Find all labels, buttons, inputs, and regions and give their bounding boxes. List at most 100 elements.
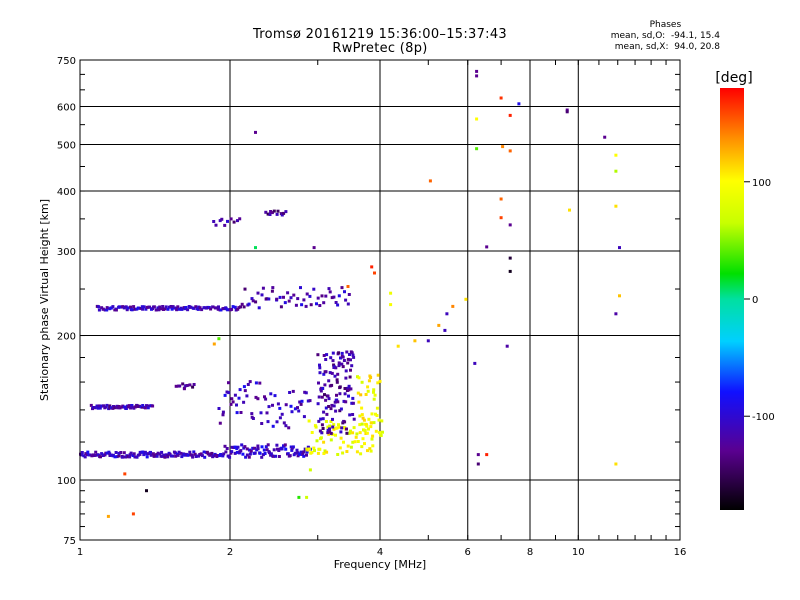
data-point [565,108,569,112]
data-point [499,96,503,100]
data-point [327,287,331,291]
data-point [361,416,365,420]
data-point [278,416,282,420]
data-point [109,453,113,457]
data-point [321,427,325,430]
data-point [320,431,324,435]
data-point [214,223,218,227]
data-point [335,426,339,430]
data-point [364,393,368,396]
data-point [171,305,175,309]
data-point [275,212,279,216]
data-point [128,453,132,457]
data-point [332,295,336,299]
data-point [178,384,182,388]
data-point [325,353,329,357]
data-point [337,364,341,368]
data-point [331,425,335,429]
data-point [223,444,227,448]
data-point [288,391,292,394]
data-point [292,293,296,297]
data-point [99,455,102,459]
phase-stats-heading: Phases [649,20,682,30]
data-point [226,219,229,223]
data-point [217,337,221,341]
data-point [327,405,331,408]
phase-statistics: Phases mean, sd,O: -94.1, 15.4 mean, sd,… [611,20,720,53]
data-point [123,472,127,476]
data-point [111,406,115,410]
data-point [344,400,348,404]
phase-stats-x-mode: mean, sd,X: 94.0, 20.8 [614,42,720,52]
data-point [369,425,373,429]
data-point [324,370,328,374]
data-point [363,429,367,433]
data-point [142,453,146,457]
data-point [130,404,134,407]
data-point [153,454,157,458]
x-tick-label: 2 [227,547,233,558]
data-point [233,305,237,309]
data-point [221,410,225,414]
data-point [280,412,284,416]
data-point [336,400,340,404]
data-point [103,453,107,457]
data-point [340,286,344,290]
data-point [290,448,294,452]
data-point [126,306,130,310]
data-point [225,447,229,450]
data-point [445,312,449,316]
data-point [154,308,158,312]
data-point [319,436,323,440]
data-point [230,450,234,454]
data-point [287,426,291,430]
data-point [329,438,333,442]
data-point [485,245,489,249]
data-point [183,453,187,457]
data-point [350,364,354,368]
data-point [256,444,260,448]
data-point [367,379,371,383]
data-point [95,404,99,408]
data-point [108,404,112,408]
data-point [359,452,363,456]
data-point [376,373,380,377]
data-point [338,425,342,429]
data-point [175,308,179,312]
data-points [79,69,621,518]
data-point [120,455,124,459]
data-point [108,406,112,410]
data-point [282,211,286,215]
data-point [347,384,351,388]
data-point [508,149,512,153]
data-point [499,197,503,201]
data-point [362,418,366,422]
data-point [368,447,372,451]
data-point [305,292,309,296]
data-point [320,395,324,399]
data-point [132,452,136,456]
data-point [174,384,178,388]
axis-ticks: 1 2 4 6 8 10 16 75 100 200 300 400 500 600 750 [57,56,686,558]
data-point [105,451,109,455]
data-point [239,449,243,453]
data-point [184,384,188,388]
data-point [146,406,150,410]
data-point [329,356,333,360]
data-point [341,365,345,369]
data-point [181,382,185,386]
data-point [125,308,129,312]
data-point [309,303,313,307]
data-point [347,394,350,398]
data-point [163,307,167,311]
data-point [377,418,381,422]
data-point [614,204,618,208]
colorbar [720,88,744,510]
data-point [164,305,168,309]
data-point [151,452,155,456]
data-point [333,374,337,378]
data-point [333,400,337,404]
data-point [318,363,321,367]
data-point [271,403,274,407]
data-point [375,406,379,410]
